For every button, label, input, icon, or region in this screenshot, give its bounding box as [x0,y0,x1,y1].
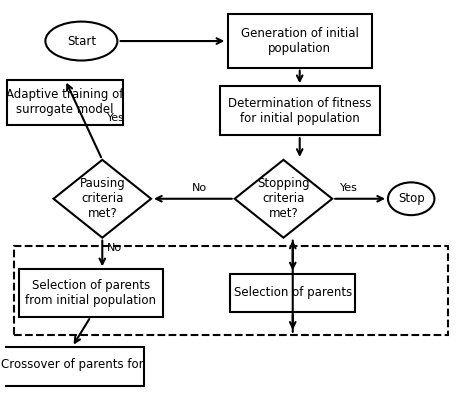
Text: Stop: Stop [398,192,425,205]
Ellipse shape [388,182,434,215]
Text: Selection of parents: Selection of parents [234,286,352,299]
Text: Generation of initial
population: Generation of initial population [241,27,359,55]
Ellipse shape [46,22,118,61]
Text: No: No [107,243,122,253]
Text: Determination of fitness
for initial population: Determination of fitness for initial pop… [228,97,372,125]
Text: Selection of parents
from initial population: Selection of parents from initial popula… [25,279,156,307]
Bar [18,270,163,316]
Polygon shape [54,160,151,238]
Bar [219,86,380,135]
Text: Adaptive training of
surrogate model: Adaptive training of surrogate model [7,89,124,117]
Text: Crossover of parents for: Crossover of parents for [1,358,144,371]
Bar [0,347,144,386]
Text: Start: Start [67,35,96,48]
Bar [14,246,448,335]
Text: Yes: Yes [339,183,357,193]
Polygon shape [235,160,332,238]
Text: Pausing
criteria
met?: Pausing criteria met? [80,177,125,220]
Text: Stopping
criteria
met?: Stopping criteria met? [257,177,310,220]
Bar [228,15,372,68]
Text: Yes: Yes [107,113,125,123]
Bar [230,273,356,312]
Bar [7,80,123,125]
Text: No: No [192,183,208,193]
